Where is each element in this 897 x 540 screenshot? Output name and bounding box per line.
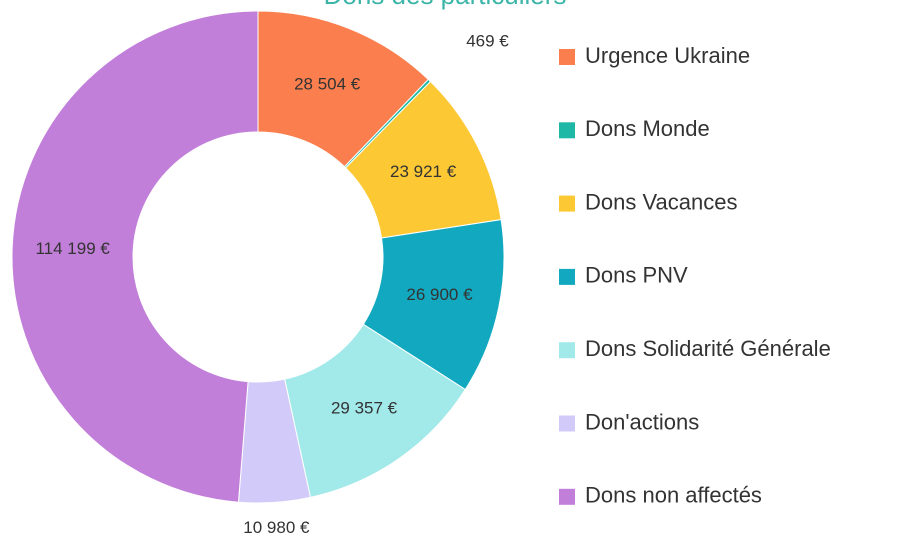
value-label: 10 980 € (243, 518, 310, 537)
value-label: 28 504 € (294, 74, 361, 93)
legend-label: Dons PNV (585, 263, 688, 288)
value-label: 469 € (466, 31, 509, 50)
value-label: 26 900 € (406, 285, 473, 304)
legend-swatch (559, 122, 575, 139)
legend-swatch (559, 49, 575, 65)
legend-label: Urgence Ukraine (585, 43, 750, 68)
legend-swatch (559, 195, 575, 212)
donut-slice (11, 10, 259, 503)
legend-label: Dons Vacances (585, 189, 737, 214)
chart-title: Dons des particuliers (324, 0, 567, 10)
legend-swatch (559, 342, 575, 359)
legend-label: Don'actions (585, 409, 699, 434)
legend-label: Dons non affectés (585, 483, 762, 508)
value-label: 114 199 € (35, 239, 110, 258)
value-label: 29 357 € (331, 399, 398, 418)
legend-label: Dons Monde (585, 116, 710, 141)
legend-label: Dons Solidarité Générale (585, 336, 831, 361)
legend-swatch (559, 268, 575, 285)
value-label: 23 921 € (390, 162, 457, 181)
legend-swatch (559, 488, 575, 505)
legend-swatch (559, 415, 575, 432)
